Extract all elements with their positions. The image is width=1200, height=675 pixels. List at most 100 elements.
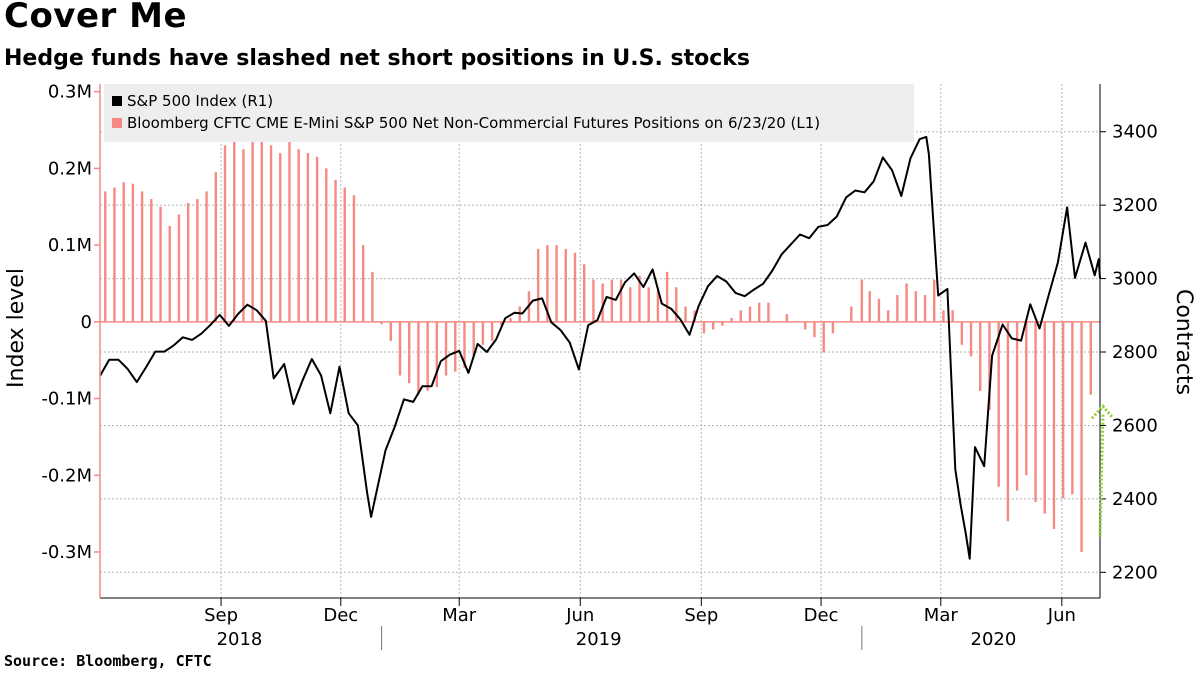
chart-title: Cover Me [4, 0, 188, 36]
position-bar [951, 310, 954, 322]
position-bar [1071, 321, 1074, 495]
position-bar [536, 248, 540, 322]
position-bar [730, 317, 733, 322]
position-bar [610, 279, 614, 322]
right-tick-label: 3000 [1112, 269, 1158, 290]
position-bar [711, 321, 715, 330]
position-bar [758, 302, 761, 322]
position-bar [435, 321, 439, 388]
left-tick-label: -0.1M [41, 389, 92, 410]
position-bar [343, 187, 346, 322]
position-bar [886, 310, 890, 322]
right-tick-label: 2600 [1112, 415, 1158, 436]
left-tick-label: 0.2M [48, 158, 92, 179]
position-bar [288, 137, 291, 322]
position-bar [481, 321, 485, 345]
position-bar [177, 214, 181, 322]
position-bar [840, 321, 844, 323]
position-bar [813, 321, 816, 338]
position-bar [555, 245, 558, 322]
index-line-group [99, 135, 1101, 560]
position-bar [665, 271, 669, 322]
right-tick-label: 2400 [1112, 489, 1158, 510]
position-bar [352, 195, 356, 322]
position-bar [426, 321, 429, 391]
position-bar [490, 321, 494, 341]
position-bar [315, 156, 319, 322]
position-bar [794, 321, 798, 323]
position-bar [444, 321, 448, 376]
position-bar [168, 225, 171, 322]
position-bar [242, 149, 245, 322]
position-bar [398, 321, 402, 376]
position-bar [269, 145, 273, 322]
position-bar [186, 202, 190, 322]
position-bar [960, 321, 964, 345]
position-bar [408, 321, 411, 384]
position-bar [417, 321, 420, 395]
position-bar [380, 321, 383, 325]
position-bar [223, 145, 227, 322]
position-bar [656, 291, 660, 322]
axes [94, 84, 1106, 650]
position-bar [472, 321, 475, 357]
position-bar [647, 287, 650, 322]
x-tick-label: Sep [204, 605, 238, 626]
legend-swatch-positions [112, 118, 122, 128]
position-bar [573, 252, 577, 322]
position-bar [509, 317, 512, 322]
position-bar [1089, 321, 1092, 395]
position-bar [454, 321, 457, 372]
position-bar [260, 126, 264, 322]
legend-swatch-index [112, 96, 122, 106]
position-bar [1061, 321, 1065, 499]
left-tick-label: 0 [81, 312, 92, 333]
position-bar [822, 321, 825, 353]
position-bar [629, 287, 632, 322]
position-bar [1043, 321, 1046, 514]
year-label: 2019 [576, 629, 622, 650]
right-axis-title: Contracts [1171, 289, 1196, 395]
position-bar [905, 283, 908, 322]
legend-label-positions: Bloomberg CFTC CME E-Mini S&P 500 Net No… [127, 114, 820, 132]
position-bar [785, 314, 789, 322]
position-bar [721, 321, 724, 326]
position-bar [619, 279, 623, 322]
position-bar [140, 191, 144, 322]
position-bar [804, 321, 807, 330]
position-bar [675, 287, 678, 322]
position-bar [113, 187, 116, 322]
position-bar [214, 172, 217, 322]
tick-labels: 3400 3200 3000 2800 2600 2400 2200 0.3M 0.2M 0.1M… [41, 82, 1157, 650]
position-bar [1025, 321, 1028, 476]
position-bar [583, 264, 586, 322]
position-bar [564, 248, 567, 322]
arrow-shaft [1098, 414, 1105, 537]
annotation-arrow [1090, 403, 1115, 537]
right-tick-label: 2800 [1112, 342, 1158, 363]
legend-label-index: S&P 500 Index (R1) [127, 92, 273, 110]
position-bar [233, 126, 236, 322]
position-bar [638, 275, 641, 322]
position-bar [877, 298, 881, 322]
chart-subtitle: Hedge funds have slashed net short posit… [4, 46, 750, 71]
year-label: 2018 [217, 629, 263, 650]
position-bar [500, 321, 503, 326]
position-bar [868, 291, 871, 322]
x-tick-label: Jun [565, 605, 594, 626]
position-bar [969, 321, 973, 357]
position-bar [997, 321, 1000, 487]
position-bar [546, 245, 549, 322]
position-bar [979, 321, 982, 391]
left-tick-label: -0.3M [41, 542, 92, 563]
position-bar [1052, 321, 1056, 529]
position-bar [334, 179, 337, 322]
left-axis-title: Index level [4, 268, 29, 388]
position-bar [1080, 321, 1083, 552]
position-bar [933, 279, 936, 322]
left-tick-label: -0.2M [41, 465, 92, 486]
position-bar [988, 321, 991, 411]
position-bar [306, 153, 310, 322]
position-bar [914, 291, 917, 322]
